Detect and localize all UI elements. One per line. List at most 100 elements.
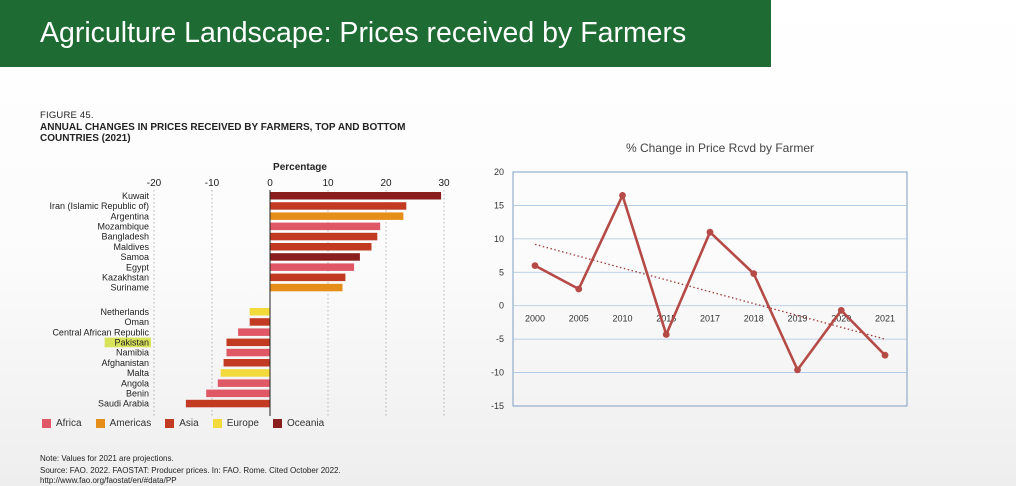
bar	[185, 399, 270, 408]
x-tick-label: 20	[380, 178, 392, 189]
y-tick-label: 10	[494, 234, 504, 244]
category-label: Angola	[121, 378, 149, 388]
bar	[270, 253, 360, 261]
y-tick-label: 0	[499, 301, 504, 311]
slide-title: Agriculture Landscape: Prices received b…	[40, 17, 687, 49]
data-point	[662, 331, 670, 338]
legend-item: Oceania	[272, 418, 325, 429]
x-tick-label: 2000	[525, 314, 545, 324]
category-label: Bangladesh	[101, 232, 149, 242]
legend-label: Oceania	[286, 418, 325, 429]
legend-label: Americas	[109, 418, 152, 429]
x-tick-label: 2018	[744, 314, 764, 324]
x-tick-label: 2010	[612, 314, 632, 324]
x-tick-label: 2019	[787, 314, 807, 324]
category-label: Pakistan	[114, 338, 149, 348]
legend-label: Europe	[226, 418, 259, 429]
bar	[270, 273, 346, 282]
bar	[270, 243, 372, 251]
category-label: Oman	[124, 317, 149, 327]
category-label: Suriname	[110, 283, 149, 293]
bar	[249, 318, 270, 326]
category-label: Kuwait	[122, 191, 150, 201]
category-label: Central African Republic	[52, 327, 149, 337]
legend-item: Africa	[42, 418, 82, 429]
line-chart-title: % Change in Price Rcvd by Farmer	[626, 141, 814, 155]
x-tick-label: -10	[205, 178, 220, 189]
bar	[220, 369, 270, 377]
y-tick-label: 15	[494, 200, 504, 210]
x-tick-label: 2017	[700, 314, 720, 324]
figure-number: FIGURE 45.	[40, 110, 94, 121]
legend-swatch	[165, 419, 175, 428]
category-label: Benin	[126, 389, 149, 399]
category-label: Maldives	[113, 242, 149, 252]
legend-swatch	[95, 419, 105, 428]
bar	[249, 308, 270, 316]
x-tick-label: 2021	[875, 314, 895, 324]
x-tick-label: 2005	[569, 314, 589, 324]
x-tick-label: 2020	[831, 314, 851, 324]
category-label: Netherlands	[100, 307, 149, 317]
x-tick-label: 10	[322, 178, 334, 189]
bar	[270, 263, 355, 271]
data-point	[619, 192, 626, 199]
category-label: Kazakhstan	[102, 273, 149, 283]
category-label: Namibia	[116, 348, 149, 358]
data-point	[837, 306, 845, 314]
x-tick-label: 2015	[656, 314, 676, 324]
slide-header: Agriculture Landscape: Prices received b…	[0, 0, 771, 67]
bar	[238, 328, 270, 336]
x-tick-label: -20	[147, 178, 162, 189]
legend-swatch	[272, 419, 282, 428]
legend-label: Asia	[179, 418, 199, 429]
category-label: Malta	[127, 368, 149, 378]
bar	[206, 389, 270, 398]
bar	[223, 359, 270, 367]
x-tick-label: 30	[438, 178, 450, 189]
data-point	[750, 270, 758, 278]
bar	[226, 348, 270, 357]
data-point	[881, 351, 889, 359]
category-label: Mozambique	[97, 222, 149, 232]
line-chart: % Change in Price Rcvd by Farmer -15 -10 -5…	[491, 141, 908, 411]
highlight-marker	[104, 337, 151, 348]
legend-swatch	[212, 419, 222, 428]
category-label: Iran (Islamic Republic of)	[49, 201, 149, 211]
bar	[270, 232, 378, 241]
figure-note: Note: Values for 2021 are projections.	[40, 454, 174, 463]
y-tick-label: -10	[491, 368, 504, 378]
data-point	[794, 366, 801, 374]
legend-label: Africa	[56, 418, 82, 429]
bar-chart-legend: Africa Americas Asia Europe Oceania	[42, 418, 324, 429]
category-label: Argentina	[110, 211, 149, 221]
y-tick-label: -15	[491, 401, 504, 411]
bar	[270, 202, 407, 210]
legend-item: Europe	[212, 418, 259, 429]
legend-swatch	[42, 419, 51, 428]
plot-border	[512, 171, 908, 407]
category-label: Saudi Arabia	[98, 399, 149, 409]
figure-title: ANNUAL CHANGES IN PRICES RECEIVED BY FAR…	[40, 122, 406, 144]
bar	[270, 192, 442, 200]
data-point	[706, 228, 714, 236]
data-point	[575, 285, 583, 293]
x-tick-label: 0	[267, 178, 273, 189]
bar	[270, 212, 404, 220]
bar	[270, 222, 381, 231]
series-line	[534, 194, 886, 372]
category-label: Afghanistan	[101, 358, 149, 368]
bar	[270, 283, 343, 292]
trendline	[534, 243, 886, 340]
bar	[226, 338, 270, 347]
legend-item: Asia	[165, 418, 199, 429]
legend-item: Americas	[95, 418, 152, 429]
data-point	[531, 262, 539, 269]
y-tick-label: -5	[496, 334, 504, 344]
x-axis-label: Percentage	[273, 162, 327, 173]
figure-source: Source: FAO. 2022. FAOSTAT: Producer pri…	[40, 466, 341, 485]
bar	[217, 379, 270, 387]
y-tick-label: 20	[494, 167, 504, 177]
category-label: Samoa	[120, 252, 149, 262]
